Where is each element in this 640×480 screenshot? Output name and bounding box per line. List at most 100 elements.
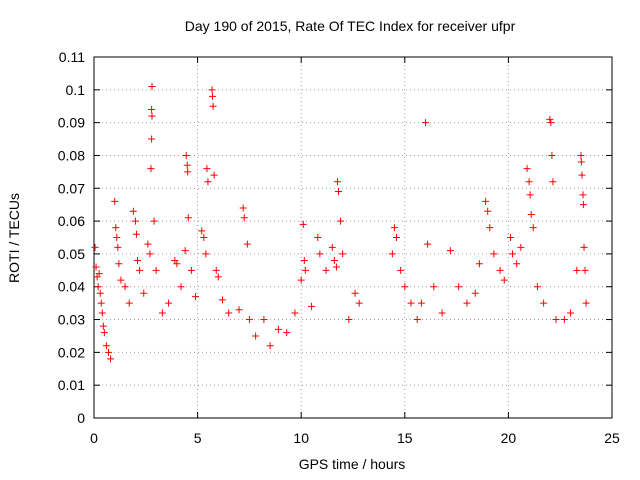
data-point [113, 234, 121, 241]
data-point [560, 316, 568, 324]
data-point [486, 224, 494, 232]
y-tick-label: 0.03 [58, 312, 85, 328]
data-point [202, 250, 210, 258]
data-point [140, 289, 148, 297]
data-point [131, 217, 139, 225]
data-point [92, 263, 100, 271]
data-point [204, 178, 212, 186]
data-point [148, 112, 156, 120]
data-point [235, 306, 243, 314]
data-point [401, 283, 409, 291]
data-point [573, 266, 581, 274]
data-point [150, 217, 158, 225]
data-point [484, 207, 492, 215]
data-point [114, 243, 122, 251]
data-point [260, 316, 268, 324]
data-point [314, 234, 322, 241]
data-point [577, 151, 585, 159]
data-point [182, 151, 190, 159]
data-point [579, 191, 587, 199]
data-point [297, 276, 305, 284]
x-tick-label: 20 [501, 430, 517, 446]
data-point [580, 243, 588, 251]
data-point [490, 250, 498, 258]
data-point [513, 260, 521, 268]
plot-frame [93, 56, 613, 419]
data-point [351, 289, 359, 297]
data-point [152, 266, 160, 274]
data-point [107, 355, 115, 363]
data-point [243, 240, 251, 248]
data-point [209, 102, 217, 110]
data-point [455, 283, 463, 291]
data-point [577, 158, 585, 166]
data-point [388, 250, 396, 258]
data-point [549, 178, 557, 186]
x-tick-label: 0 [90, 430, 98, 446]
data-point [115, 260, 123, 268]
data-point [525, 178, 533, 186]
data-point [430, 283, 438, 291]
data-point [214, 273, 222, 281]
data-point [463, 299, 471, 307]
data-point [533, 283, 541, 291]
data-point [500, 276, 508, 284]
data-point [308, 302, 316, 310]
data-point [523, 165, 531, 173]
data-point [299, 220, 307, 228]
y-tick-label: 0.1 [66, 82, 86, 98]
data-point [98, 309, 106, 317]
data-point [546, 115, 554, 123]
data-point [339, 250, 347, 258]
data-point [578, 171, 586, 179]
data-point [183, 161, 191, 169]
data-point [328, 243, 336, 251]
data-point [475, 260, 483, 268]
data-point [148, 106, 156, 114]
data-point [95, 270, 103, 278]
data-point [100, 329, 108, 337]
data-point [203, 165, 211, 173]
y-tick-label: 0 [77, 410, 85, 426]
data-point [121, 283, 129, 291]
data-point [99, 322, 107, 330]
data-point [210, 171, 218, 179]
data-point [547, 119, 555, 127]
data-point [148, 83, 156, 91]
data-point [146, 250, 154, 258]
data-point [422, 119, 430, 127]
data-point [102, 342, 110, 350]
data-point [393, 234, 401, 241]
data-point [482, 197, 490, 205]
data-point [582, 299, 590, 307]
data-point [517, 243, 525, 251]
data-point [332, 263, 340, 271]
data-point [322, 266, 330, 274]
data-point [252, 332, 260, 340]
y-tick-label: 0.04 [58, 279, 85, 295]
data-point [552, 316, 560, 324]
data-point [181, 247, 189, 255]
data-point [147, 165, 155, 173]
data-point [581, 266, 589, 274]
data-point [579, 201, 587, 209]
data-point [105, 348, 113, 356]
data-point [548, 151, 556, 159]
data-point [390, 224, 398, 232]
x-tick-label: 25 [604, 430, 620, 446]
data-point [334, 188, 342, 196]
data-point [125, 299, 133, 307]
data-point [274, 325, 282, 333]
y-tick-label: 0.09 [58, 115, 85, 131]
data-point [345, 316, 353, 324]
data-point [218, 296, 226, 304]
data-point [91, 243, 99, 251]
data-point [301, 266, 309, 274]
data-point [245, 316, 253, 324]
data-point [300, 256, 308, 264]
data-point [173, 260, 181, 268]
data-point [239, 204, 247, 212]
data-point [97, 299, 105, 307]
x-tick-label: 15 [397, 430, 413, 446]
